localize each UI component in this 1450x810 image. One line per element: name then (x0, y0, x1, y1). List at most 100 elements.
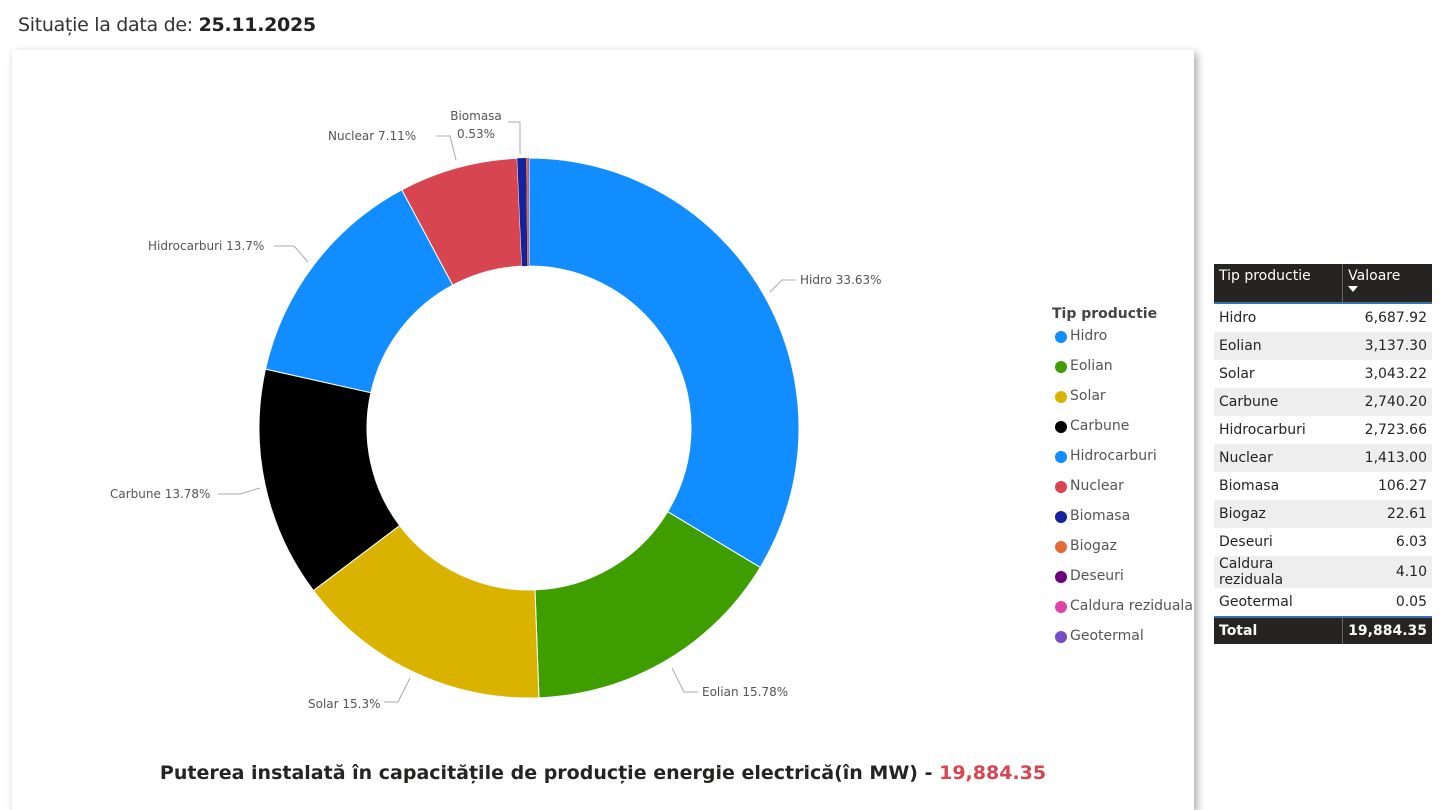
donut-chart: Hidro 33.63% Eolian 15.78% Solar 15.3% Carb… (12, 50, 1194, 750)
legend-label: Hidrocarburi (1070, 448, 1157, 464)
donut-chart-card: Hidro 33.63% Eolian 15.78% Solar 15.3% Carb… (12, 50, 1194, 810)
legend-dot-icon (1055, 361, 1067, 373)
type-cell: Geotermal (1214, 588, 1343, 617)
legend-item[interactable]: Deseuri (1052, 568, 1193, 598)
data-label: Hidrocarburi 13.7% (148, 239, 264, 253)
leader-line (770, 280, 796, 292)
data-label: Nuclear 7.11% (328, 129, 416, 143)
legend-item[interactable]: Eolian (1052, 358, 1193, 388)
legend-label: Biogaz (1070, 538, 1117, 554)
chart-title: Puterea instalată în capacitățile de pro… (12, 762, 1194, 784)
value-cell: 2,740.20 (1343, 388, 1432, 416)
column-header-value[interactable]: Valoare (1343, 264, 1432, 303)
legend-item[interactable]: Solar (1052, 388, 1193, 418)
type-cell: Hidrocarburi (1214, 416, 1343, 444)
legend-label: Geotermal (1070, 628, 1144, 644)
data-label: Eolian 15.78% (702, 685, 788, 699)
value-cell: 6,687.92 (1343, 303, 1432, 332)
legend-label: Caldura reziduala (1070, 598, 1193, 614)
legend-dot-icon (1055, 421, 1067, 433)
chart-title-text: Puterea instalată în capacitățile de pro… (160, 762, 918, 784)
leader-line (672, 668, 698, 692)
legend-item[interactable]: Carbune (1052, 418, 1193, 448)
legend-label: Eolian (1070, 358, 1113, 374)
leader-line (274, 246, 308, 262)
data-label: Carbune 13.78% (110, 487, 210, 501)
type-cell: Nuclear (1214, 444, 1343, 472)
date-value: 25.11.2025 (199, 14, 316, 36)
date-prefix: Situație la data de: (18, 14, 199, 36)
header-label: Tip productie (1219, 268, 1311, 284)
type-cell: Solar (1214, 360, 1343, 388)
value-cell: 6.03 (1343, 528, 1432, 556)
legend-label: Deseuri (1070, 568, 1124, 584)
legend-item[interactable]: Biomasa (1052, 508, 1193, 538)
type-cell: Caldura reziduala (1214, 556, 1343, 588)
type-cell: Eolian (1214, 332, 1343, 360)
data-label-biomasa: 0.53% (457, 127, 495, 141)
leader-line (384, 678, 410, 702)
value-cell: 0.05 (1343, 588, 1432, 617)
status-date-heading: Situație la data de: 25.11.2025 (18, 14, 316, 36)
sort-desc-icon (1348, 286, 1358, 292)
legend-label: Nuclear (1070, 478, 1124, 494)
total-label: Total (1214, 617, 1343, 644)
value-cell: 4.10 (1343, 556, 1432, 588)
legend-label: Biomasa (1070, 508, 1130, 524)
type-cell: Carbune (1214, 388, 1343, 416)
legend-dot-icon (1055, 601, 1067, 613)
legend-label: Hidro (1070, 328, 1107, 344)
type-cell: Biogaz (1214, 500, 1343, 528)
legend-item[interactable]: Hidrocarburi (1052, 448, 1193, 478)
type-cell: Biomasa (1214, 472, 1343, 500)
chart-total-value: 19,884.35 (939, 762, 1046, 784)
legend-dot-icon (1055, 391, 1067, 403)
legend-title: Tip productie (1052, 306, 1193, 322)
legend-dot-icon (1055, 481, 1067, 493)
legend-label: Solar (1070, 388, 1106, 404)
type-cell: Deseuri (1214, 528, 1343, 556)
legend-item[interactable]: Caldura reziduala (1052, 598, 1193, 628)
leader-line (508, 122, 520, 154)
value-cell: 106.27 (1343, 472, 1432, 500)
slice-hidro[interactable] (529, 158, 799, 567)
value-cell: 22.61 (1343, 500, 1432, 528)
leader-line (436, 136, 456, 160)
legend-dot-icon (1055, 631, 1067, 643)
column-header-type[interactable]: Tip productie (1214, 264, 1343, 303)
value-cell: 3,137.30 (1343, 332, 1432, 360)
value-cell: 2,723.66 (1343, 416, 1432, 444)
legend-dot-icon (1055, 331, 1067, 343)
legend-dot-icon (1055, 451, 1067, 463)
data-label-biomasa: Biomasa (450, 109, 502, 123)
value-cell: 3,043.22 (1343, 360, 1432, 388)
legend-dot-icon (1055, 571, 1067, 583)
legend-dot-icon (1055, 541, 1067, 553)
header-label: Valoare (1348, 268, 1400, 284)
leader-line (218, 488, 260, 494)
data-label: Hidro 33.63% (800, 273, 882, 287)
legend-item[interactable]: Hidro (1052, 328, 1193, 358)
legend-dot-icon (1055, 511, 1067, 523)
type-cell: Hidro (1214, 303, 1343, 332)
legend-item[interactable]: Geotermal (1052, 628, 1193, 658)
legend-item[interactable]: Biogaz (1052, 538, 1193, 568)
value-cell: 1,413.00 (1343, 444, 1432, 472)
legend-item[interactable]: Nuclear (1052, 478, 1193, 508)
data-label: Solar 15.3% (308, 697, 381, 711)
total-value: 19,884.35 (1343, 617, 1432, 644)
